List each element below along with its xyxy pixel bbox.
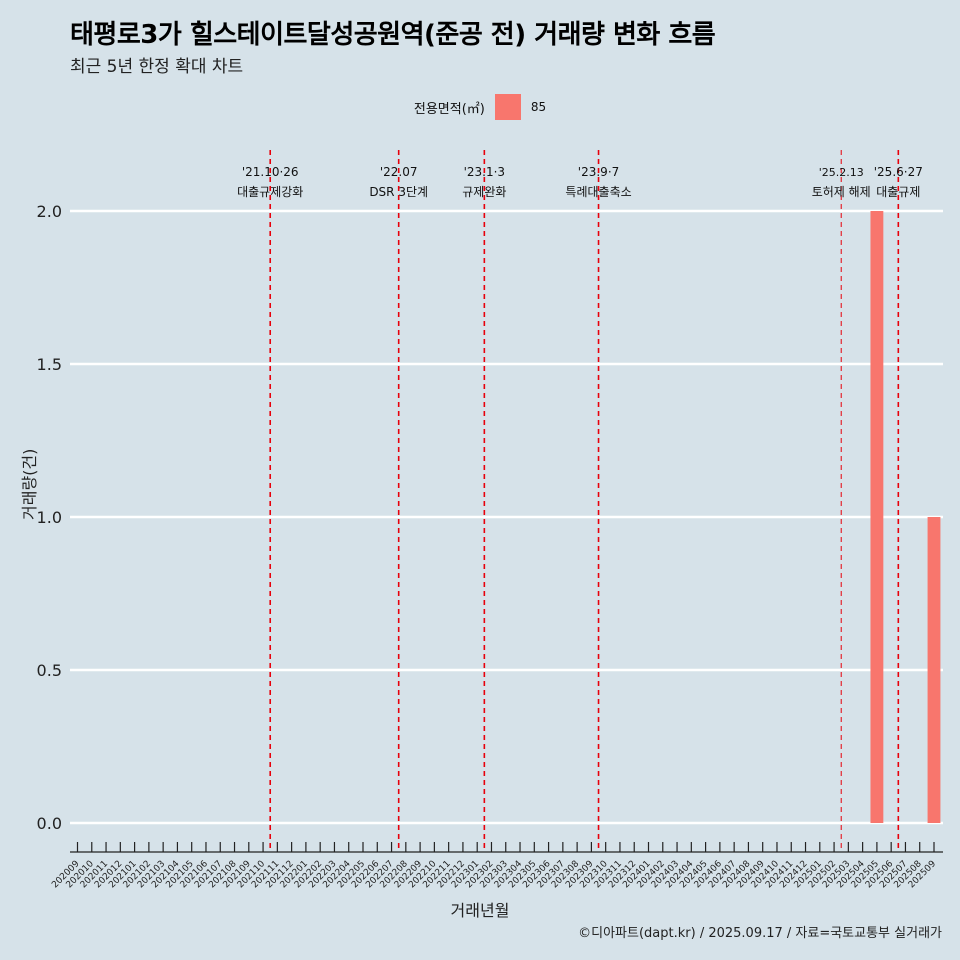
- y-tick-label: 0.0: [37, 814, 62, 833]
- event-label: DSR 3단계: [369, 185, 428, 199]
- y-axis-label: 거래량(건): [20, 448, 39, 520]
- y-tick-label: 1.0: [37, 508, 62, 527]
- y-tick-label: 0.5: [37, 661, 62, 680]
- event-date-label: '25.6·27: [874, 165, 923, 179]
- event-label: 대출규제강화: [237, 185, 303, 199]
- caption: ©디아파트(dapt.kr) / 2025.09.17 / 자료=국토교통부 실…: [578, 926, 942, 941]
- x-axis-label: 거래년월: [450, 901, 510, 920]
- event-date-label: '22.07: [380, 165, 418, 179]
- y-tick-label: 2.0: [37, 202, 62, 221]
- event-date-label: '25.2.13: [819, 166, 864, 179]
- event-label: 토허제 해제: [812, 185, 871, 199]
- legend-label: 85: [530, 100, 547, 114]
- legend: 전용면적(㎡) 85: [0, 94, 960, 120]
- legend-title: 전용면적(㎡): [413, 101, 485, 117]
- event-date-label: '23.9·7: [578, 165, 619, 179]
- bar: [870, 211, 884, 823]
- event-date-label: '21.10·26: [242, 165, 299, 179]
- event-label: 특례대출축소: [565, 185, 631, 199]
- y-tick-label: 1.5: [37, 355, 62, 374]
- bar: [927, 517, 941, 823]
- event-label: 대출규제: [876, 185, 920, 199]
- chart-title: 태평로3가 힐스테이트달성공원역(준공 전) 거래량 변화 흐름: [70, 20, 716, 50]
- legend-swatch: [494, 94, 521, 120]
- event-label: 규제완화: [462, 185, 506, 199]
- event-date-label: '23.1·3: [464, 165, 505, 179]
- chart-subtitle: 최근 5년 한정 확대 차트: [70, 57, 244, 77]
